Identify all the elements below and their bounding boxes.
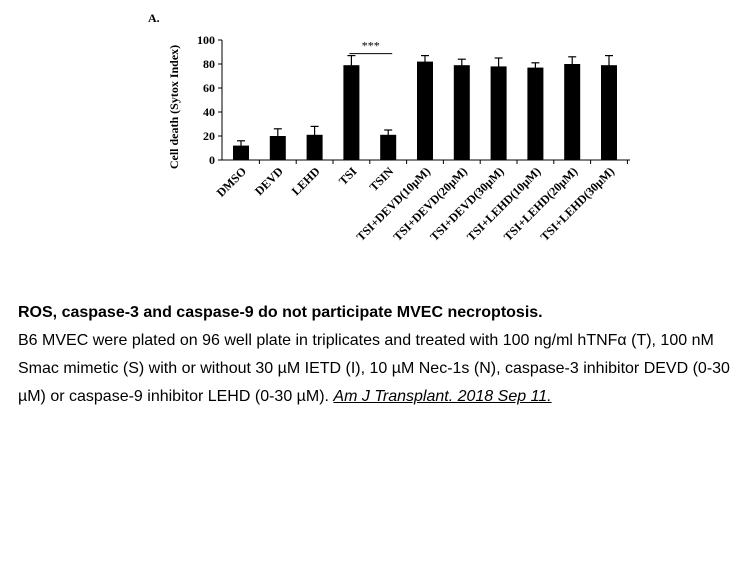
caption-body: B6 MVEC were plated on 96 well plate in … xyxy=(18,332,730,405)
significance-stars: *** xyxy=(362,39,380,53)
x-tick-label: DMSO xyxy=(214,164,249,199)
x-tick-label: DEVD xyxy=(252,164,286,198)
bar xyxy=(233,145,249,160)
x-tick-label: TSIN xyxy=(367,164,397,194)
figure-caption: ROS, caspase-3 and caspase-9 do not part… xyxy=(18,299,748,411)
bar xyxy=(343,65,360,160)
y-tick-label: 20 xyxy=(203,129,215,143)
x-tick-labels: DMSO DEVD LEHD TSI TSINTSI+DEVD(10µM)TSI+DEV… xyxy=(214,164,617,244)
bar xyxy=(380,134,397,160)
bar xyxy=(453,65,470,160)
bar xyxy=(490,66,507,160)
citation-link[interactable]: Am J Transplant. 2018 Sep 11. xyxy=(333,388,552,405)
bar xyxy=(306,134,323,160)
y-tick-label: 60 xyxy=(203,81,215,95)
bar-chart-figure: A. Cell death (Sytox Index) 0 20 40 60 80 100… xyxy=(148,11,630,244)
bar xyxy=(417,61,433,160)
caption-title: ROS, caspase-3 and caspase-9 do not part… xyxy=(18,304,543,321)
y-axis-label: Cell death (Sytox Index) xyxy=(167,45,181,169)
significance-annotation: *** xyxy=(349,39,393,55)
bar xyxy=(564,64,581,160)
bar xyxy=(269,136,286,160)
y-ticks: 0 20 40 60 80 100 xyxy=(197,33,222,167)
x-tick-label: LEHD xyxy=(289,164,323,198)
bar-chart: A. Cell death (Sytox Index) 0 20 40 60 80 100… xyxy=(148,11,630,244)
panel-label: A. xyxy=(148,11,160,25)
y-tick-label: 80 xyxy=(203,57,215,71)
y-tick-label: 0 xyxy=(209,153,215,167)
y-tick-label: 40 xyxy=(203,105,215,119)
bars xyxy=(233,54,617,160)
bar xyxy=(527,67,544,160)
y-tick-label: 100 xyxy=(197,33,215,47)
x-tick-label: TSI xyxy=(336,164,360,188)
bar xyxy=(601,65,617,160)
